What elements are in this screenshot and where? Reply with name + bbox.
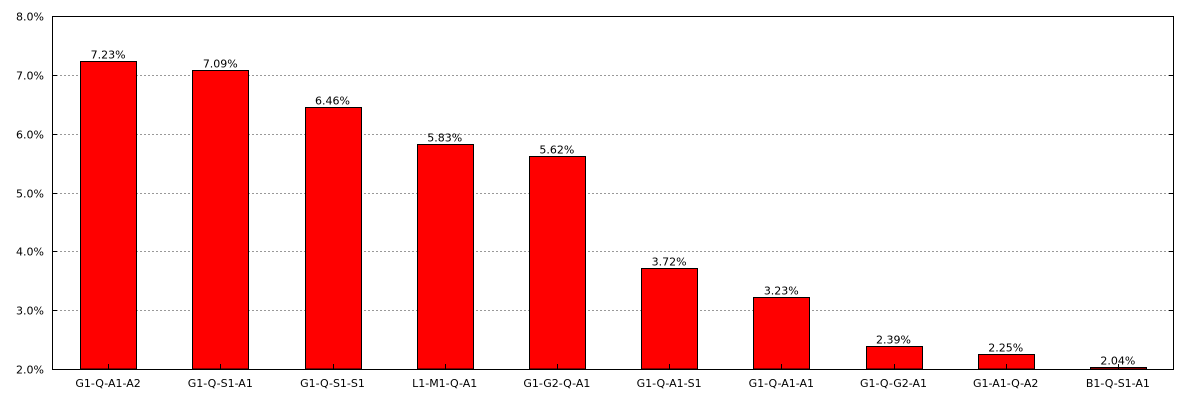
- x-tick-label: G1-Q-S1-A1: [188, 377, 253, 390]
- bar-value-label: 7.23%: [91, 49, 126, 62]
- y-tick-label: 7.0%: [16, 70, 44, 83]
- y-axis-ticks: 2.0% 3.0% 4.0% 5.0% 6.0% 7.0% 8.0%: [16, 11, 1174, 377]
- y-tick-label: 3.0%: [16, 305, 44, 318]
- x-tick-label: G1-Q-A1-S1: [637, 377, 702, 390]
- bar: [80, 61, 137, 370]
- x-tick-label: G1-Q-G2-A1: [860, 377, 927, 390]
- x-axis-ticks: G1-Q-A1-A2 G1-Q-S1-A1 G1-Q-S1-S1 L1-M1-Q-A1…: [75, 364, 1150, 390]
- x-tick-label: G1-G2-Q-A1: [523, 377, 590, 390]
- y-tick-label: 2.0%: [16, 364, 44, 377]
- bar-value-label: 3.23%: [764, 285, 799, 298]
- y-tick-label: 8.0%: [16, 11, 44, 24]
- y-tick-label: 6.0%: [16, 129, 44, 142]
- bar-value-label: 6.46%: [315, 95, 350, 108]
- bar-value-label: 5.83%: [427, 132, 462, 145]
- bar-value-label: 2.39%: [876, 334, 911, 347]
- bar: [417, 144, 474, 370]
- bar-value-label: 7.09%: [203, 58, 238, 71]
- x-tick-label: G1-Q-A1-A2: [75, 377, 140, 390]
- bar: [529, 156, 586, 370]
- x-tick-label: G1-Q-A1-A1: [749, 377, 814, 390]
- x-tick-label: B1-Q-S1-A1: [1086, 377, 1150, 390]
- y-tick-label: 5.0%: [16, 188, 44, 201]
- grid-lines: [52, 75, 1174, 311]
- y-tick-label: 4.0%: [16, 246, 44, 259]
- bar-value-label: 3.72%: [652, 256, 687, 269]
- x-tick-label: L1-M1-Q-A1: [412, 377, 477, 390]
- bar: [753, 297, 810, 370]
- x-tick-label: G1-A1-Q-A2: [973, 377, 1038, 390]
- bar: [305, 107, 362, 370]
- bars: [80, 61, 1147, 370]
- bar-value-label: 2.04%: [1100, 355, 1135, 368]
- bar: [192, 70, 249, 370]
- bar-value-label: 2.25%: [988, 342, 1023, 355]
- bar-value-label: 5.62%: [539, 144, 574, 157]
- bar: [641, 268, 698, 370]
- data-labels: 7.23% 7.09% 6.46% 5.83% 5.62% 3.72% 3.23% 2.39%…: [91, 49, 1136, 368]
- x-tick-label: G1-Q-S1-S1: [300, 377, 365, 390]
